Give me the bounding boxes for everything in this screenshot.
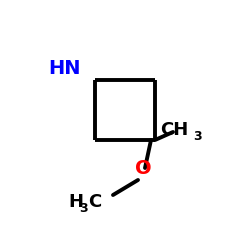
Text: HN: HN xyxy=(49,58,81,78)
Text: 3: 3 xyxy=(79,202,88,214)
Text: 3: 3 xyxy=(193,130,202,142)
Text: H: H xyxy=(68,193,83,211)
Text: CH: CH xyxy=(160,121,188,139)
Text: O: O xyxy=(135,158,151,178)
Text: C: C xyxy=(88,193,101,211)
